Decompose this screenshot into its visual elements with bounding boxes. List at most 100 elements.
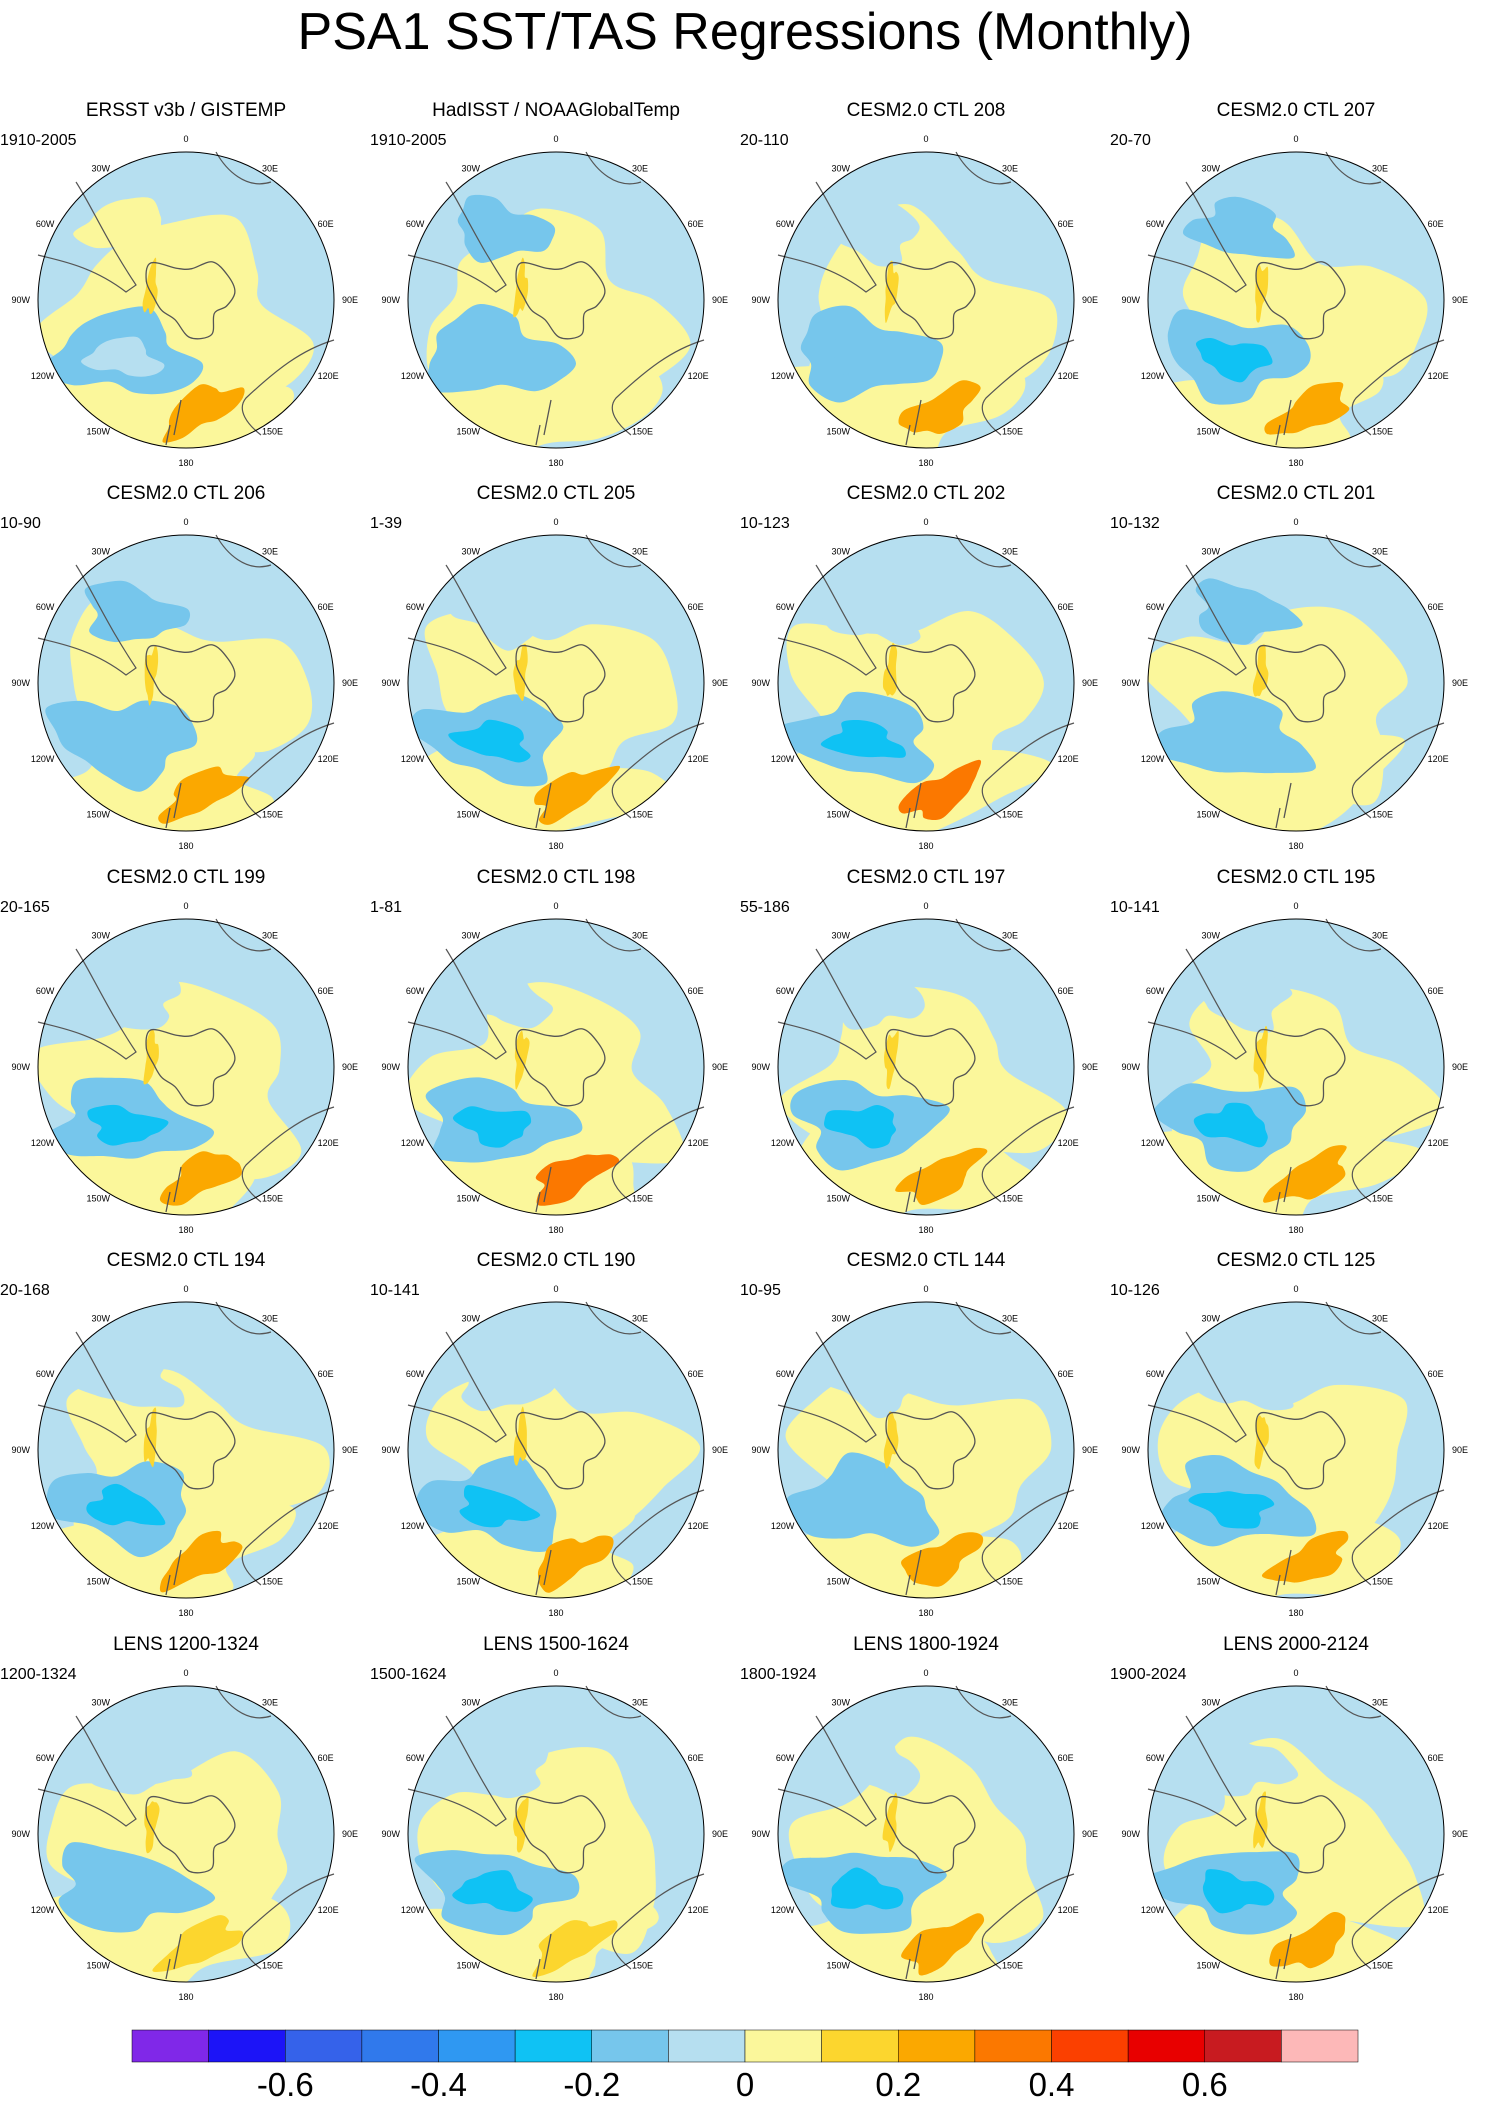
panel-period: 55-186	[740, 899, 790, 916]
new-zealand-coastline	[165, 1166, 182, 1213]
longitude-label: 60E	[688, 1369, 704, 1379]
longitude-label: 180	[178, 1992, 193, 2002]
panel-period: 10-126	[1110, 1282, 1160, 1299]
longitude-label: 60E	[1428, 986, 1444, 996]
longitude-label: 30E	[1372, 1697, 1388, 1707]
longitude-label: 150W	[826, 1961, 850, 1971]
longitude-label: 150E	[632, 1961, 653, 1971]
polar-map: 0 30E 60E 90E 120E 150E 180 150W 120W 90W 60W 30W	[751, 517, 1098, 851]
longitude-label: 0	[923, 1668, 928, 1678]
longitude-label: 0	[553, 517, 558, 527]
panel-title: ERSST v3b / GISTEMP	[85, 100, 287, 121]
longitude-label: 30W	[461, 163, 480, 173]
polar-map: 0 30E 60E 90E 120E 150E 180 150W 120W 90W 60W 30W	[1121, 1284, 1468, 1618]
africa-coastline	[215, 1685, 272, 1719]
longitude-label: 90E	[1082, 295, 1098, 305]
longitude-label: 120W	[1141, 1521, 1165, 1531]
longitude-label: 180	[1288, 458, 1303, 468]
panel-title: CESM2.0 CTL 197	[846, 867, 1006, 888]
longitude-label: 0	[183, 1668, 188, 1678]
longitude-label: 90W	[751, 1445, 770, 1455]
polar-map: 0 30E 60E 90E 120E 150E 180 150W 120W 90W 60W 30W	[1121, 1668, 1468, 2002]
new-zealand-coastline	[165, 782, 182, 829]
longitude-label: 120W	[1141, 754, 1165, 764]
longitude-label: 180	[548, 458, 563, 468]
longitude-label: 90W	[381, 1829, 400, 1839]
amundsen-core-anomaly	[831, 335, 905, 380]
longitude-label: 60W	[776, 1753, 795, 1763]
polar-map: 0 30E 60E 90E 120E 150E 180 150W 120W 90W 60W 30W	[381, 134, 728, 468]
amundsen-core-anomaly	[460, 334, 536, 376]
map-panel: LENS 1500-1624 1500-1624 0 30E 60E 90E 120E 150…	[366, 1634, 746, 2034]
amundsen-core-anomaly	[824, 1104, 897, 1149]
longitude-label: 30W	[91, 1697, 110, 1707]
longitude-label: 150E	[632, 1577, 653, 1587]
africa-coastline	[955, 151, 1012, 185]
longitude-label: 180	[178, 1608, 193, 1618]
panel-title: CESM2.0 CTL 198	[476, 867, 636, 888]
panel-period: 1800-1924	[740, 1666, 817, 1683]
atlantic-negative-anomaly	[1184, 969, 1293, 1033]
longitude-label: 150E	[632, 810, 653, 820]
longitude-label: 60E	[1058, 219, 1074, 229]
longitude-label: 90W	[1121, 1062, 1140, 1072]
map-boundary	[407, 534, 705, 832]
longitude-label: 120E	[318, 754, 339, 764]
longitude-label: 120E	[1428, 1521, 1449, 1531]
longitude-label: 60W	[36, 1753, 55, 1763]
longitude-label: 150W	[86, 1577, 110, 1587]
australia-coastline	[1351, 1106, 1445, 1203]
australia-coastline	[981, 1106, 1075, 1203]
longitude-label: 60W	[776, 1369, 795, 1379]
africa-coastline	[215, 918, 272, 952]
longitude-label: 150W	[456, 1194, 480, 1204]
africa-coastline	[1325, 1301, 1382, 1335]
panel-period: 20-70	[1110, 132, 1151, 149]
longitude-label: 60W	[406, 1369, 425, 1379]
longitude-label: 60W	[1146, 219, 1165, 229]
map-boundary	[1147, 918, 1445, 1216]
longitude-label: 60W	[1146, 986, 1165, 996]
longitude-label: 120E	[1428, 754, 1449, 764]
africa-coastline	[955, 918, 1012, 952]
longitude-label: 150W	[86, 427, 110, 437]
new-zealand-coastline	[1275, 1549, 1292, 1596]
australia-positive-anomaly	[532, 1920, 618, 1977]
peninsula-anomaly	[513, 257, 529, 318]
longitude-label: 0	[1293, 901, 1298, 911]
longitude-label: 120E	[318, 371, 339, 381]
south-america-coastline	[407, 1331, 507, 1443]
polar-map: 0 30E 60E 90E 120E 150E 180 150W 120W 90W 60W 30W	[11, 1668, 358, 2002]
antarctica-coastline	[885, 261, 976, 340]
antarctica-coastline	[515, 1795, 606, 1874]
longitude-label: 60W	[776, 986, 795, 996]
longitude-label: 90E	[712, 295, 728, 305]
longitude-label: 60W	[406, 602, 425, 612]
south-america-coastline	[777, 1331, 877, 1443]
longitude-label: 120W	[1141, 1138, 1165, 1148]
map-boundary	[777, 534, 1075, 832]
south-america-coastline	[407, 564, 507, 676]
longitude-label: 60W	[1146, 1369, 1165, 1379]
longitude-label: 180	[1288, 1992, 1303, 2002]
australia-positive-anomaly	[537, 1535, 614, 1593]
longitude-label: 30E	[262, 1697, 278, 1707]
longitude-label: 60E	[688, 1753, 704, 1763]
longitude-label: 60W	[36, 1369, 55, 1379]
panel-period: 1-39	[370, 515, 403, 532]
longitude-label: 0	[553, 1284, 558, 1294]
australia-positive-anomaly	[158, 766, 250, 824]
africa-coastline	[955, 1301, 1012, 1335]
peninsula-anomaly	[1253, 1025, 1268, 1089]
polar-map: 0 30E 60E 90E 120E 150E 180 150W 120W 90W 60W 30W	[381, 1668, 728, 2002]
australia-coastline	[1351, 1489, 1445, 1586]
longitude-label: 30W	[831, 1697, 850, 1707]
australia-positive-anomaly	[895, 1147, 988, 1206]
map-boundary	[777, 1685, 1075, 1983]
map-panel: CESM2.0 CTL 190 10-141 0 30E 60E 90E 120E 150E 1…	[366, 1250, 746, 1650]
new-zealand-coastline	[905, 1549, 922, 1596]
longitude-label: 120E	[1058, 754, 1079, 764]
polar-map: 0 30E 60E 90E 120E 150E 180 150W 120W 90W 60W 30W	[381, 1284, 728, 1618]
longitude-label: 120E	[1058, 1905, 1079, 1915]
atlantic-negative-anomaly	[816, 201, 920, 267]
